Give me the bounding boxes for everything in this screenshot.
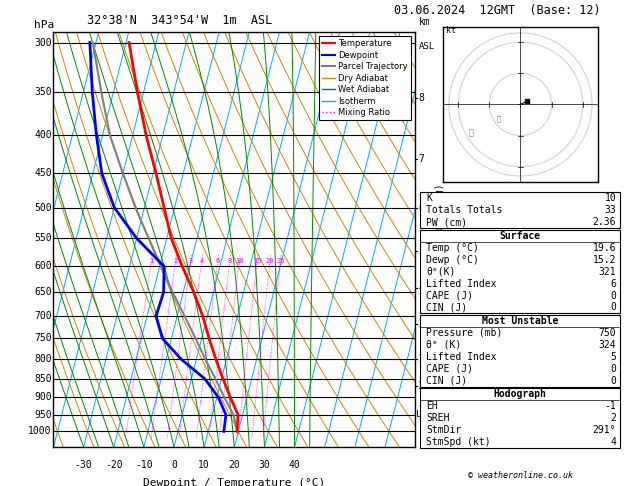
Text: Hodograph: Hodograph bbox=[494, 389, 547, 399]
Text: 1000: 1000 bbox=[28, 426, 52, 436]
Text: -30: -30 bbox=[75, 460, 92, 469]
Text: kt: kt bbox=[446, 26, 456, 35]
Text: Dewpoint / Temperature (°C): Dewpoint / Temperature (°C) bbox=[143, 478, 325, 486]
Text: 750: 750 bbox=[599, 328, 616, 338]
Text: θᵉ (K): θᵉ (K) bbox=[426, 340, 462, 350]
Text: 32°38'N  343°54'W  1m  ASL: 32°38'N 343°54'W 1m ASL bbox=[87, 15, 273, 27]
Text: 300: 300 bbox=[34, 37, 52, 48]
Text: 291°: 291° bbox=[593, 425, 616, 435]
Text: 321: 321 bbox=[599, 267, 616, 277]
Text: θᵉ(K): θᵉ(K) bbox=[426, 267, 455, 277]
Text: 30: 30 bbox=[259, 460, 270, 469]
Text: 2: 2 bbox=[610, 413, 616, 423]
Text: 850: 850 bbox=[34, 374, 52, 384]
Text: CAPE (J): CAPE (J) bbox=[426, 364, 473, 374]
Text: 750: 750 bbox=[34, 333, 52, 344]
Text: K: K bbox=[426, 193, 432, 204]
Legend: Temperature, Dewpoint, Parcel Trajectory, Dry Adiabat, Wet Adiabat, Isotherm, Mi: Temperature, Dewpoint, Parcel Trajectory… bbox=[319, 36, 411, 121]
Text: -10: -10 bbox=[135, 460, 153, 469]
Text: PW (cm): PW (cm) bbox=[426, 217, 467, 227]
Text: 10: 10 bbox=[198, 460, 210, 469]
Text: 25: 25 bbox=[276, 258, 284, 264]
Text: 19.6: 19.6 bbox=[593, 243, 616, 253]
Text: 5: 5 bbox=[418, 246, 424, 256]
Text: 4: 4 bbox=[199, 258, 204, 264]
Text: 1: 1 bbox=[418, 382, 424, 391]
Text: 8: 8 bbox=[228, 258, 232, 264]
Text: Most Unstable: Most Unstable bbox=[482, 316, 559, 326]
Text: 5: 5 bbox=[610, 352, 616, 362]
Text: 20: 20 bbox=[266, 258, 274, 264]
Text: 10: 10 bbox=[235, 258, 243, 264]
Text: 2: 2 bbox=[418, 354, 424, 364]
Text: Temp (°C): Temp (°C) bbox=[426, 243, 479, 253]
Text: 3: 3 bbox=[189, 258, 193, 264]
Text: 0: 0 bbox=[610, 291, 616, 300]
Text: 324: 324 bbox=[599, 340, 616, 350]
Text: Mixing Ratio (g/kg): Mixing Ratio (g/kg) bbox=[435, 184, 445, 295]
Text: 03.06.2024  12GMT  (Base: 12): 03.06.2024 12GMT (Base: 12) bbox=[394, 4, 600, 17]
Text: hPa: hPa bbox=[33, 19, 54, 30]
Text: 550: 550 bbox=[34, 233, 52, 243]
Text: 650: 650 bbox=[34, 287, 52, 297]
Text: 950: 950 bbox=[34, 410, 52, 420]
Text: 40: 40 bbox=[289, 460, 301, 469]
Text: 0: 0 bbox=[610, 376, 616, 386]
Text: 15.2: 15.2 bbox=[593, 255, 616, 265]
Text: CIN (J): CIN (J) bbox=[426, 376, 467, 386]
Text: LCL: LCL bbox=[416, 410, 432, 419]
Text: 2: 2 bbox=[174, 258, 178, 264]
Text: StmDir: StmDir bbox=[426, 425, 462, 435]
Text: 500: 500 bbox=[34, 203, 52, 212]
Text: 1: 1 bbox=[149, 258, 153, 264]
Text: CAPE (J): CAPE (J) bbox=[426, 291, 473, 300]
Text: ASL: ASL bbox=[419, 42, 435, 51]
Text: 20: 20 bbox=[228, 460, 240, 469]
Text: 600: 600 bbox=[34, 261, 52, 271]
Bar bbox=[420, 388, 620, 448]
Text: -1: -1 bbox=[604, 401, 616, 411]
Text: 350: 350 bbox=[34, 87, 52, 97]
Text: 4: 4 bbox=[418, 283, 424, 293]
Text: Pressure (mb): Pressure (mb) bbox=[426, 328, 503, 338]
Text: 700: 700 bbox=[34, 311, 52, 321]
Text: 800: 800 bbox=[34, 354, 52, 364]
Text: ⨉: ⨉ bbox=[497, 115, 501, 122]
Text: 0: 0 bbox=[610, 364, 616, 374]
Text: CIN (J): CIN (J) bbox=[426, 302, 467, 312]
Text: 450: 450 bbox=[34, 169, 52, 178]
Text: 4: 4 bbox=[610, 437, 616, 447]
Text: Totals Totals: Totals Totals bbox=[426, 206, 503, 215]
Text: 33: 33 bbox=[604, 206, 616, 215]
Text: km: km bbox=[419, 17, 430, 27]
Text: 6: 6 bbox=[610, 278, 616, 289]
Text: Dewp (°C): Dewp (°C) bbox=[426, 255, 479, 265]
Text: Lifted Index: Lifted Index bbox=[426, 278, 497, 289]
Text: Surface: Surface bbox=[499, 231, 541, 241]
Bar bbox=[420, 192, 620, 228]
Text: 6: 6 bbox=[418, 203, 424, 212]
Bar bbox=[420, 230, 620, 313]
Text: EH: EH bbox=[426, 401, 438, 411]
Text: Lifted Index: Lifted Index bbox=[426, 352, 497, 362]
Text: StmSpd (kt): StmSpd (kt) bbox=[426, 437, 491, 447]
Text: 400: 400 bbox=[34, 130, 52, 140]
Text: 10: 10 bbox=[604, 193, 616, 204]
Text: -20: -20 bbox=[105, 460, 123, 469]
Text: 7: 7 bbox=[418, 154, 424, 164]
Text: 2.36: 2.36 bbox=[593, 217, 616, 227]
Text: 900: 900 bbox=[34, 392, 52, 402]
Text: 0: 0 bbox=[610, 302, 616, 312]
Text: ⨉: ⨉ bbox=[468, 129, 473, 138]
Text: 3: 3 bbox=[418, 319, 424, 330]
Text: © weatheronline.co.uk: © weatheronline.co.uk bbox=[468, 470, 572, 480]
Text: 6: 6 bbox=[216, 258, 220, 264]
Text: 15: 15 bbox=[253, 258, 261, 264]
Text: 8: 8 bbox=[418, 93, 424, 103]
Text: 0: 0 bbox=[171, 460, 177, 469]
Text: SREH: SREH bbox=[426, 413, 450, 423]
Bar bbox=[420, 315, 620, 387]
